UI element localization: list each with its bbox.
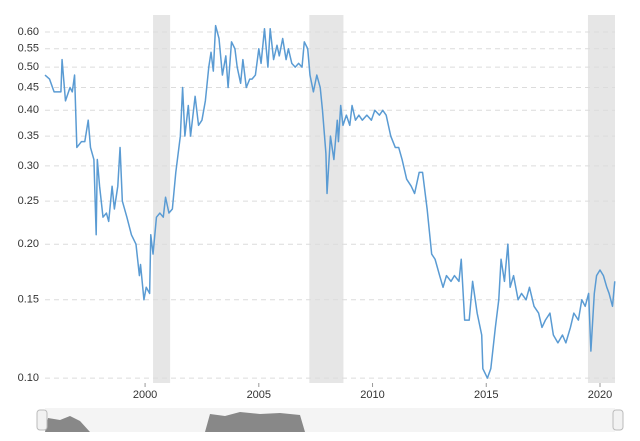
navigator-handle-right[interactable]: [612, 409, 624, 431]
navigator: [36, 408, 624, 432]
y-tick-label: 0.45: [18, 81, 39, 93]
y-tick-label: 0.50: [18, 61, 39, 73]
y-tick-label: 0.40: [18, 104, 39, 116]
recession-band: [309, 15, 344, 383]
data-line: [44, 24, 616, 379]
navigator-handle-left[interactable]: [36, 409, 48, 431]
recession-band: [153, 15, 171, 383]
y-tick-label: 0.15: [18, 294, 39, 306]
x-tick-label: 2020: [588, 389, 612, 401]
navigator-preview: [45, 412, 305, 432]
y-tick-label: 0.55: [18, 43, 39, 55]
y-tick-label: 0.30: [18, 160, 39, 172]
y-tick-label: 0.35: [18, 130, 39, 142]
y-tick-label: 0.25: [18, 195, 39, 207]
x-tick-label: 2000: [133, 389, 157, 401]
navigator-track: [45, 408, 615, 432]
y-tick-label: 0.20: [18, 238, 39, 250]
x-tick-label: 2005: [247, 389, 271, 401]
x-tick-label: 2010: [360, 389, 384, 401]
y-tick-label: 0.60: [18, 26, 39, 38]
y-tick-label: 0.10: [18, 372, 39, 384]
x-tick-label: 2015: [474, 389, 498, 401]
